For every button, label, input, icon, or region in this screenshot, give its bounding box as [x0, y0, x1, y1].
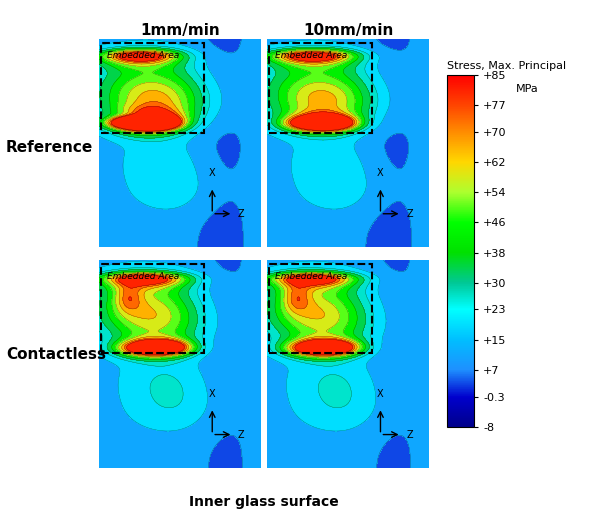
Text: Z: Z [406, 430, 413, 439]
Text: X: X [377, 169, 384, 178]
Bar [101, 264, 204, 353]
Text: Embedded Area: Embedded Area [107, 272, 179, 281]
Text: X: X [377, 389, 384, 399]
Text: MPa: MPa [516, 84, 539, 94]
Text: Embedded Area: Embedded Area [275, 272, 347, 281]
Text: Inner glass surface: Inner glass surface [189, 495, 339, 509]
Text: Stress, Max. Principal: Stress, Max. Principal [447, 62, 566, 71]
Bar [101, 43, 204, 132]
Text: Embedded Area: Embedded Area [107, 51, 179, 60]
Text: Embedded Area: Embedded Area [275, 51, 347, 60]
Bar [269, 43, 373, 132]
Text: Contactless: Contactless [6, 346, 106, 362]
Bar [269, 264, 373, 353]
Title: 10mm/min: 10mm/min [303, 23, 394, 38]
Title: 1mm/min: 1mm/min [140, 23, 220, 38]
Text: X: X [209, 389, 215, 399]
Text: Z: Z [238, 209, 245, 219]
Text: X: X [209, 169, 215, 178]
Text: Z: Z [406, 209, 413, 219]
Text: Z: Z [238, 430, 245, 439]
Text: Reference: Reference [6, 140, 93, 155]
